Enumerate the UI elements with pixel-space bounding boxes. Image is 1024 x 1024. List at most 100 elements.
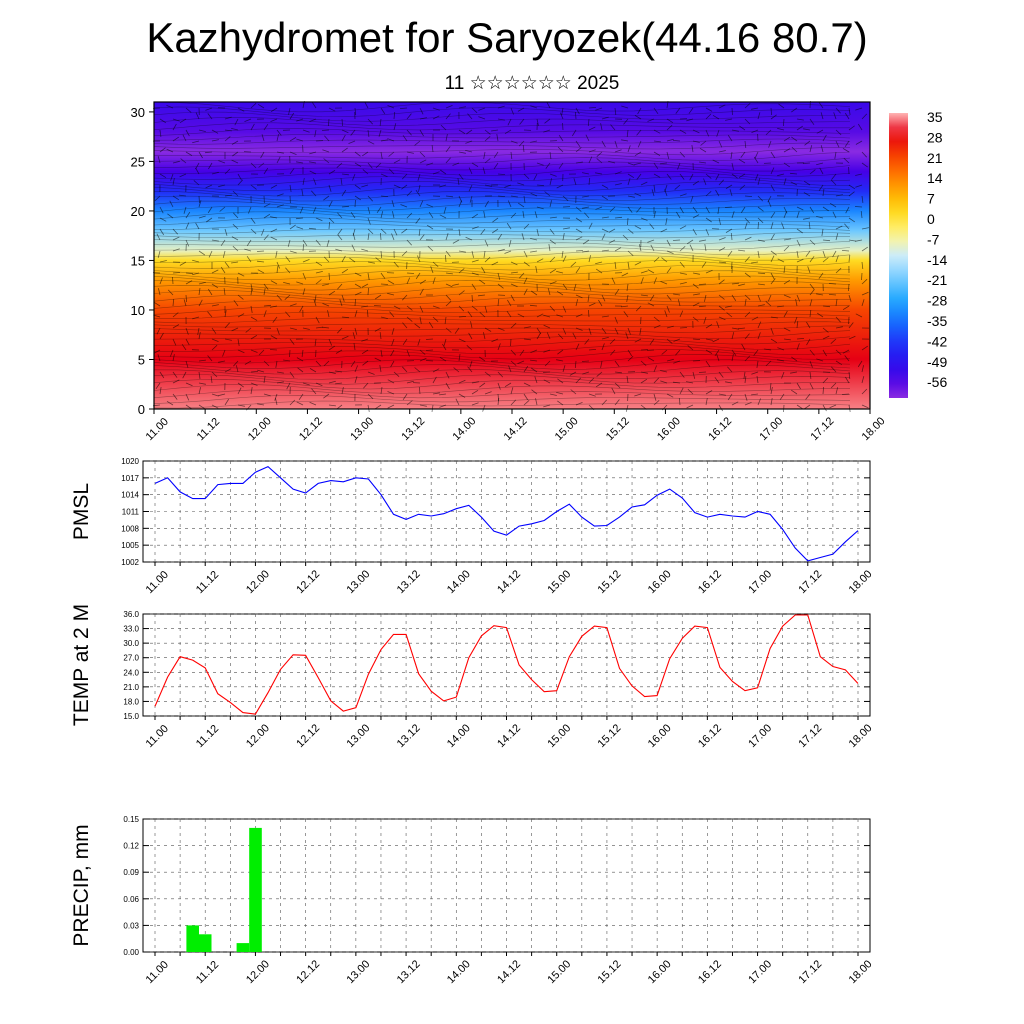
wind-barb <box>445 250 451 257</box>
wind-barb <box>666 305 670 313</box>
wind-barb <box>283 359 291 362</box>
wind-barb <box>731 173 738 179</box>
wind-barb <box>575 299 579 307</box>
wind-barb <box>676 211 681 219</box>
x-tick-label: 13.12 <box>399 415 427 443</box>
wind-barb <box>822 386 824 395</box>
wind-barb <box>666 151 670 159</box>
wind-barb <box>341 173 349 176</box>
wind-barb <box>783 294 791 298</box>
wind-barb <box>367 261 375 264</box>
x-tick-label: 11.12 <box>194 959 221 986</box>
wind-barb <box>743 371 746 379</box>
wind-barb <box>288 107 291 115</box>
wind-barb <box>575 343 580 351</box>
wind-barb <box>687 345 694 351</box>
wind-barb <box>363 382 369 389</box>
wind-barb <box>783 327 791 332</box>
wind-barb <box>172 371 178 378</box>
wind-barb <box>193 180 200 186</box>
wind-barb <box>855 313 863 318</box>
x-tick-label: 17.00 <box>746 958 774 986</box>
x-tick-label: 16.00 <box>646 722 674 750</box>
wind-barb <box>549 151 552 159</box>
wind-barb <box>380 211 384 219</box>
wind-barb <box>452 283 460 286</box>
wind-barb <box>432 261 439 267</box>
wind-barb <box>510 387 514 395</box>
wind-barb <box>224 116 232 120</box>
wind-barb <box>322 283 330 286</box>
wind-barb <box>387 379 395 384</box>
wind-barb <box>250 228 257 235</box>
isotherm-line <box>153 335 851 345</box>
wind-barb <box>222 250 226 258</box>
wind-barb <box>830 338 837 344</box>
wind-barb <box>796 228 803 234</box>
wind-barb <box>546 332 551 340</box>
wind-barb <box>274 393 278 401</box>
wind-barb <box>562 283 568 290</box>
wind-barb <box>287 239 291 247</box>
wind-barb <box>484 256 491 263</box>
wind-barb <box>544 191 551 197</box>
isotherm-line <box>153 311 851 320</box>
wind-barb <box>297 367 304 373</box>
wind-barb <box>844 112 850 120</box>
wind-barb <box>354 365 358 373</box>
wind-barb <box>406 400 413 406</box>
x-tick-label: 12.00 <box>244 958 272 986</box>
wind-barb <box>796 258 804 263</box>
wind-barb <box>443 338 447 346</box>
wind-barb <box>315 316 320 324</box>
x-tick-label: 17.12 <box>796 722 824 750</box>
wind-barb <box>588 377 595 384</box>
wind-barb <box>380 151 383 159</box>
wind-barb <box>845 206 850 214</box>
wind-barb <box>689 244 694 252</box>
wind-barb <box>302 272 306 280</box>
wind-barb <box>419 288 424 296</box>
precip-bar <box>249 827 262 952</box>
wind-barb <box>484 129 491 135</box>
wind-barb <box>471 162 479 167</box>
wind-barb <box>692 283 699 289</box>
wind-barb <box>523 382 531 387</box>
wind-barb <box>674 184 681 190</box>
wind-barb <box>431 404 434 412</box>
wind-barb <box>337 234 343 241</box>
wind-barb <box>611 387 616 395</box>
wind-barb <box>803 128 811 131</box>
wind-barb <box>417 255 421 263</box>
wind-barb <box>575 294 583 299</box>
wind-barb <box>510 349 516 356</box>
wind-barb <box>406 190 413 197</box>
wind-barb <box>757 178 761 186</box>
wind-barb <box>276 371 284 374</box>
wind-barb <box>183 206 187 214</box>
temp-line <box>154 614 859 715</box>
wind-barb <box>250 382 258 386</box>
wind-barb <box>185 404 193 410</box>
wind-barb <box>198 250 206 256</box>
wind-barb <box>354 195 362 201</box>
wind-barb <box>692 316 699 322</box>
wind-barb <box>295 217 304 220</box>
wind-barb <box>783 310 788 318</box>
wind-barb <box>337 327 343 334</box>
isotherm-line <box>153 236 850 245</box>
wind-barb <box>354 291 362 296</box>
wind-barb <box>458 129 466 134</box>
wind-barb <box>445 371 450 379</box>
wind-barb <box>484 158 491 164</box>
wind-barb <box>389 311 395 318</box>
wind-barb <box>548 244 551 252</box>
wind-barb <box>289 112 295 120</box>
wind-barb <box>466 129 473 135</box>
wind-barb <box>391 338 395 346</box>
wind-barb <box>595 268 603 274</box>
isotherm-line <box>153 354 851 365</box>
wind-barb <box>803 404 811 410</box>
wind-barb <box>250 184 257 190</box>
wind-barb <box>622 234 629 241</box>
